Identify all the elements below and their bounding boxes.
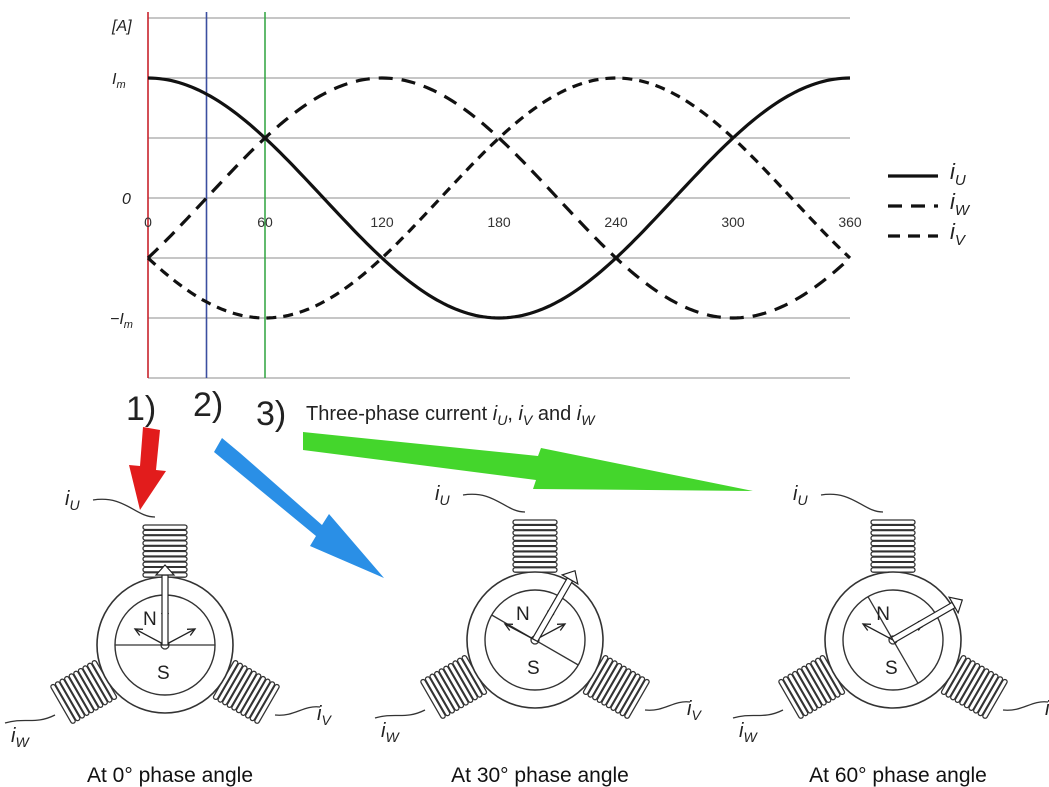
north-pole-label: N [143, 609, 157, 630]
y-tick-label: −Im [110, 311, 133, 331]
chart-grid [148, 17, 850, 379]
step-3-label: 3) [256, 395, 286, 433]
y-tick-label: Im [112, 71, 126, 91]
motor-1: N SiU iV iW At 0° phase angle [4, 488, 332, 787]
north-pole-label: N [876, 604, 890, 625]
phase-curves [146, 76, 852, 320]
coil-label-u: iU [793, 483, 808, 508]
y-tick-labels: Im 0 −Im [110, 71, 133, 331]
stator-coil [582, 655, 650, 719]
stator-coil [870, 519, 916, 573]
legend-label: iV [950, 219, 967, 249]
coil-label-v: iV [687, 698, 702, 723]
coil-label-u: iU [435, 483, 450, 508]
green-arrow [303, 432, 753, 491]
legend-label: iU [950, 159, 966, 189]
coil-label-v: iV [317, 703, 332, 728]
south-pole-label: S [885, 658, 898, 679]
coil-label-v: iV [1045, 698, 1049, 723]
x-tick-label: 360 [838, 214, 862, 230]
x-tick-label: 300 [721, 214, 745, 230]
red-arrow [129, 427, 166, 510]
legend-label: iW [950, 189, 971, 219]
coil-label-u: iU [65, 488, 80, 513]
coil-label-w: iW [381, 720, 400, 745]
resultant-field-arrow [161, 574, 169, 646]
north-pole-label: N [516, 604, 530, 625]
x-tick-label: 60 [257, 214, 273, 230]
diagram-title: Three-phase current iU, iV and iW [306, 403, 596, 428]
series-line-w [146, 76, 852, 320]
phase-markers [147, 12, 266, 378]
y-tick-label: 0 [122, 191, 131, 208]
x-tick-labels: 0 60 120 180 240 300 360 [144, 214, 862, 230]
step-2-label: 2) [193, 386, 223, 424]
coil-label-w: iW [739, 720, 758, 745]
south-pole-label: S [157, 663, 170, 684]
x-tick-label: 180 [487, 214, 511, 230]
motor-3: N SiU iV iW At 60° phase angle [732, 483, 1049, 787]
x-tick-label: 240 [604, 214, 628, 230]
y-unit-label: [A] [111, 18, 132, 35]
stator-coil [778, 655, 846, 719]
coil-label-w: iW [11, 725, 30, 750]
stator-coil [50, 660, 118, 724]
x-tick-label: 120 [370, 214, 394, 230]
motor-caption: At 60° phase angle [809, 764, 987, 787]
blue-arrow [214, 438, 384, 578]
stator-coil [512, 519, 558, 573]
motor-caption: At 30° phase angle [451, 764, 629, 787]
x-tick-label: 0 [144, 214, 152, 230]
motor-2: N SiU iV iW At 30° phase angle [374, 483, 702, 787]
motor-diagrams: N SiU iV iW At 0° phase angle N SiU iV iW At 30° … [4, 483, 1049, 787]
south-pole-label: S [527, 658, 540, 679]
stator-coil [940, 655, 1008, 719]
motor-caption: At 0° phase angle [87, 764, 253, 787]
stator-coil [420, 655, 488, 719]
series-line-v [146, 76, 852, 320]
step-1-label: 1) [126, 390, 156, 428]
